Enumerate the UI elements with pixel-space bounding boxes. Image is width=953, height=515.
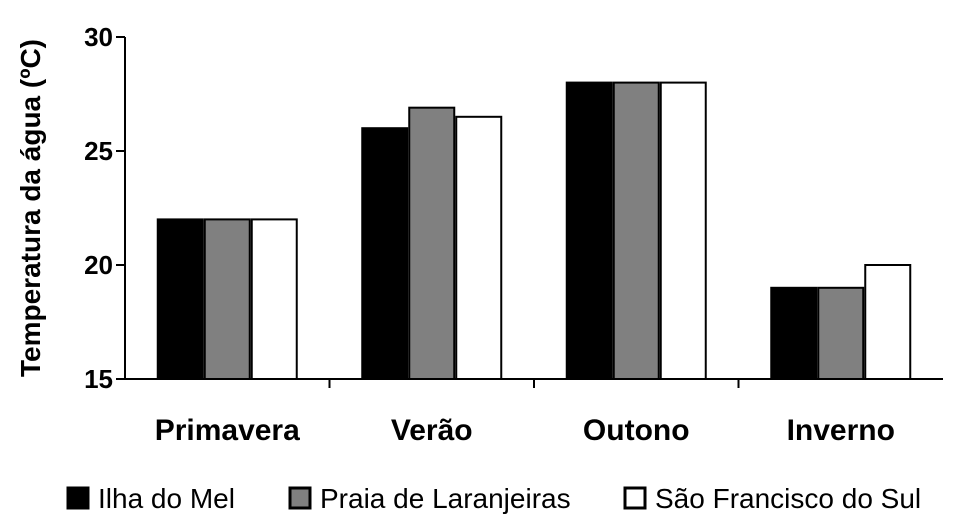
- bars: [156, 81, 912, 381]
- legend-label: São Francisco do Sul: [655, 483, 921, 514]
- category-label: Primavera: [155, 414, 300, 447]
- y-tick-label: 30: [84, 22, 113, 52]
- bar: [250, 218, 298, 380]
- y-tick-label: 20: [84, 250, 113, 280]
- bar: [817, 286, 865, 380]
- legend-swatch: [288, 486, 312, 510]
- bar: [770, 286, 818, 380]
- bar: [612, 81, 660, 380]
- legend-swatch: [66, 486, 90, 510]
- category-label: Inverno: [787, 414, 895, 447]
- legend-label: Praia de Laranjeiras: [320, 483, 571, 514]
- category-labels: Primavera Verão Outono Inverno: [155, 414, 895, 447]
- bar: [864, 264, 912, 380]
- y-tick-labels: 15 20 25 30: [84, 22, 113, 394]
- legend-label: Ilha do Mel: [98, 483, 235, 514]
- legend-swatch: [623, 486, 647, 510]
- bar: [408, 106, 456, 381]
- bar: [455, 115, 503, 381]
- legend: Ilha do Mel Praia de Laranjeiras São Franc…: [66, 483, 921, 514]
- y-axis-title-group: Temperatura da água (ºC): [15, 39, 46, 377]
- bar: [361, 127, 409, 380]
- category-label: Outono: [583, 414, 690, 447]
- bar: [565, 81, 613, 380]
- bar: [203, 218, 251, 380]
- category-label: Verão: [391, 414, 473, 447]
- bar: [659, 81, 707, 380]
- bar: [156, 218, 204, 380]
- y-tick-label: 15: [84, 364, 113, 394]
- y-axis-title: Temperatura da água (ºC): [15, 39, 46, 377]
- y-tick-label: 25: [84, 136, 113, 166]
